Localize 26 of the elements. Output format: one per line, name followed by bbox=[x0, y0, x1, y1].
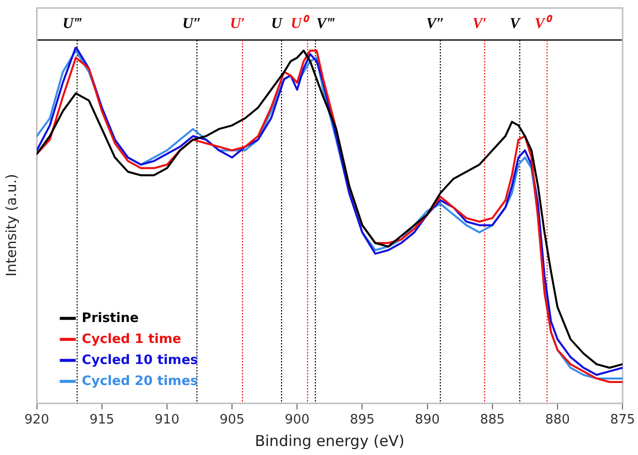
x-axis-title: Binding energy (eV) bbox=[254, 432, 405, 450]
x-tick-label: 895 bbox=[350, 412, 375, 428]
legend-label: Cycled 20 times bbox=[82, 374, 198, 389]
ref-line-label: U‴ bbox=[62, 16, 82, 32]
ref-line-label: U′ bbox=[230, 16, 246, 32]
ref-line-label: U bbox=[271, 16, 284, 32]
ref-line-label: V″ bbox=[426, 16, 444, 32]
ref-line-label: U″ bbox=[182, 16, 202, 32]
legend-label: Pristine bbox=[82, 310, 139, 326]
x-tick-label: 915 bbox=[89, 412, 114, 428]
ref-line-label: V‴ bbox=[316, 16, 336, 32]
x-tick-label: 905 bbox=[220, 412, 244, 428]
x-tick-label: 885 bbox=[480, 412, 505, 428]
x-tick-label: 900 bbox=[284, 412, 310, 428]
legend-label: Cycled 1 time bbox=[82, 332, 182, 347]
x-tick-label: 875 bbox=[610, 412, 636, 428]
ref-line-label: U⁰ bbox=[290, 14, 311, 32]
x-tick-label: 920 bbox=[24, 412, 50, 428]
y-axis-title: Intensity (a.u.) bbox=[4, 174, 20, 277]
legend-label: Cycled 10 times bbox=[82, 352, 198, 368]
ref-line-label: V bbox=[510, 16, 522, 32]
ref-line-label: V′ bbox=[472, 16, 487, 32]
x-tick-label: 880 bbox=[545, 412, 570, 428]
x-tick-label: 910 bbox=[154, 412, 180, 428]
ref-line-label: V⁰ bbox=[534, 14, 554, 32]
x-tick-label: 890 bbox=[414, 412, 440, 428]
